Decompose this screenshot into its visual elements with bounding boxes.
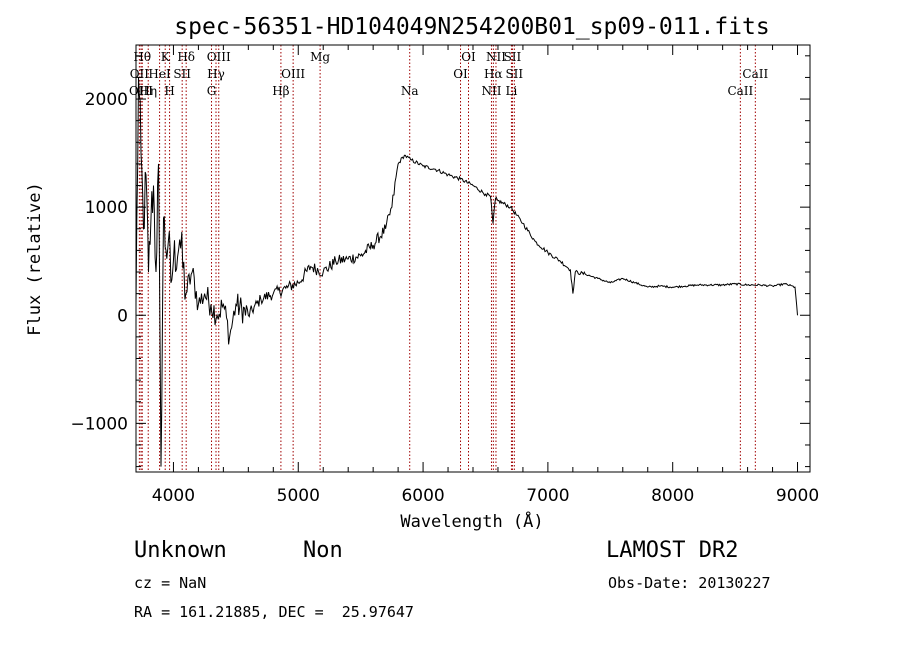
emission-line-labels: OII OIII Hθ Hη K HeI H Hδ SII OIII Hγ G OIII Hβ Mg Na OI… — [129, 50, 769, 98]
y-tick-label: 2000 — [85, 90, 128, 110]
emission-line-label: SII — [173, 67, 191, 81]
coordinates: RA = 161.21885, DEC = 25.97647 — [134, 603, 414, 621]
emission-line-label: OII — [130, 67, 150, 81]
classification-label: Unknown — [134, 538, 227, 563]
emission-line-label: Mg — [310, 50, 330, 64]
emission-line-label: Hη — [139, 84, 157, 98]
chart-title: spec-56351-HD104049N254200B01_sp09-011.f… — [174, 14, 769, 40]
emission-line-label: OI — [461, 50, 476, 64]
emission-line-label: NII — [481, 84, 501, 98]
emission-line-label: Hγ — [207, 67, 225, 81]
emission-line-label: G — [207, 84, 217, 98]
y-tick-label: −1000 — [70, 414, 128, 434]
y-axis-label: Flux (relative) — [25, 182, 45, 336]
cz-value: cz = NaN — [134, 574, 207, 592]
emission-line-label: SII — [505, 67, 523, 81]
x-axis-ticks: 4000 5000 6000 7000 8000 9000 — [152, 45, 819, 506]
emission-line-label: Hθ — [133, 50, 151, 64]
x-axis-label: Wavelength (Å) — [400, 510, 543, 532]
x-tick-label: 8000 — [651, 486, 694, 506]
emission-line-label: OIII — [129, 84, 153, 98]
emission-line-label: HeI — [148, 67, 171, 81]
emission-line-label: K — [161, 50, 171, 64]
emission-line-label: OIII — [207, 50, 231, 64]
x-tick-label: 7000 — [526, 486, 569, 506]
emission-line-label: SII — [504, 50, 522, 64]
emission-line-markers — [138, 45, 756, 472]
emission-line-label: CaII — [742, 67, 768, 81]
emission-line-label: Li — [506, 84, 518, 98]
y-tick-label: 1000 — [85, 198, 128, 218]
obs-date: Obs-Date: 20130227 — [608, 574, 771, 592]
survey-label: LAMOST DR2 — [606, 538, 739, 563]
x-tick-label: 6000 — [401, 486, 444, 506]
emission-line-label: Na — [401, 84, 419, 98]
subclass-label: Non — [303, 538, 343, 563]
x-tick-label: 9000 — [776, 486, 819, 506]
y-axis-ticks: −1000 0 1000 2000 — [70, 55, 810, 468]
emission-line-label: OI — [453, 67, 468, 81]
emission-line-label: Hβ — [272, 84, 289, 98]
emission-line-label: NII — [486, 50, 506, 64]
emission-line-label: CaII — [727, 84, 753, 98]
emission-line-label: H — [164, 84, 174, 98]
y-tick-label: 0 — [117, 306, 128, 326]
spectrum-line — [135, 77, 798, 467]
x-tick-label: 5000 — [277, 486, 320, 506]
x-tick-label: 4000 — [152, 486, 195, 506]
emission-line-label: Hδ — [177, 50, 195, 64]
emission-line-label: OIII — [281, 67, 305, 81]
plot-frame — [135, 44, 811, 473]
emission-line-label: Hα — [484, 67, 503, 81]
